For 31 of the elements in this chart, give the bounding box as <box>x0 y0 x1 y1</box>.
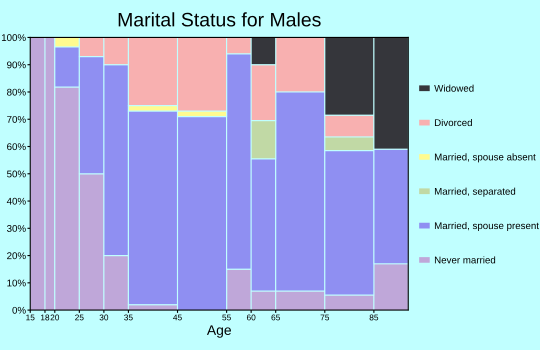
x-tick-label: 45 <box>173 314 182 320</box>
y-tick-label: 50% <box>7 170 26 178</box>
y-tick-label: 80% <box>7 88 26 96</box>
x-tick-label: 75 <box>320 314 330 320</box>
x-tick-label: 85 <box>370 314 378 320</box>
x-axis-title: Age <box>206 325 231 338</box>
legend-label: Never married <box>434 256 496 264</box>
y-tick-label: 100% <box>2 34 26 42</box>
x-tick-label: 30 <box>100 314 108 320</box>
legend-label: Widowed <box>434 84 474 92</box>
legend-label: Married, separated <box>434 188 516 197</box>
legend-label: Married, spouse present <box>434 222 539 232</box>
y-tick-label: 0% <box>12 306 26 314</box>
y-tick-label: 60% <box>7 143 26 150</box>
y-tick-label: 30% <box>6 225 26 232</box>
y-tick-label: 40% <box>6 198 26 205</box>
x-tick-label: 65 <box>271 314 280 320</box>
x-tick-label: 20 <box>50 314 60 320</box>
x-tick-label: 25 <box>75 314 84 320</box>
x-tick-label: 55 <box>222 314 231 320</box>
y-tick-label: 70% <box>7 116 26 123</box>
x-tick-label: 15 <box>26 314 35 320</box>
y-tick-label: 90% <box>7 61 26 68</box>
x-tick-label: 60 <box>246 314 256 320</box>
y-tick-label: 20% <box>7 252 26 260</box>
legend-label: Divorced <box>434 118 472 126</box>
x-tick-label: 18 <box>40 314 50 320</box>
legend-label: Married, spouse absent <box>434 153 536 162</box>
y-tick-label: 10% <box>7 280 26 286</box>
chart-title: Marital Status for Males <box>118 12 321 27</box>
x-tick-label: 35 <box>124 314 133 320</box>
